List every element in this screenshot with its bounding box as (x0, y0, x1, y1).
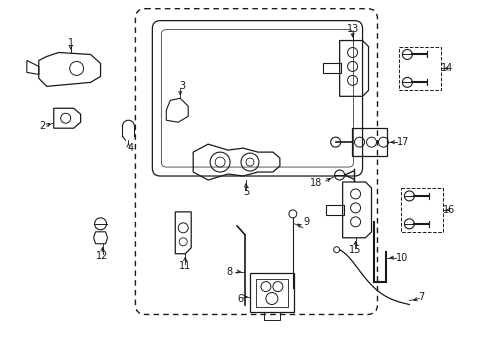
Bar (351, 128, 386, 156)
Text: 3: 3 (179, 81, 185, 91)
Text: 10: 10 (395, 253, 407, 263)
Text: 7: 7 (417, 292, 424, 302)
Text: 9: 9 (303, 217, 309, 227)
Text: 17: 17 (396, 137, 409, 147)
Bar (264, 312, 279, 320)
Bar (325, 205, 343, 215)
Text: 6: 6 (237, 293, 243, 303)
Text: 1: 1 (67, 37, 74, 48)
Bar (401, 188, 442, 232)
Bar (322, 63, 340, 73)
Text: 16: 16 (442, 205, 454, 215)
Text: 4: 4 (127, 143, 133, 153)
Text: 5: 5 (243, 187, 248, 197)
Text: 11: 11 (179, 261, 191, 271)
Bar (255, 279, 287, 306)
Bar (399, 46, 440, 90)
Text: 12: 12 (96, 251, 108, 261)
Text: 15: 15 (348, 245, 361, 255)
Text: 2: 2 (40, 121, 46, 131)
Text: 13: 13 (346, 24, 358, 33)
Text: 8: 8 (225, 267, 232, 276)
Text: 14: 14 (440, 63, 452, 73)
Bar (249, 273, 293, 312)
Text: 18: 18 (309, 178, 321, 188)
